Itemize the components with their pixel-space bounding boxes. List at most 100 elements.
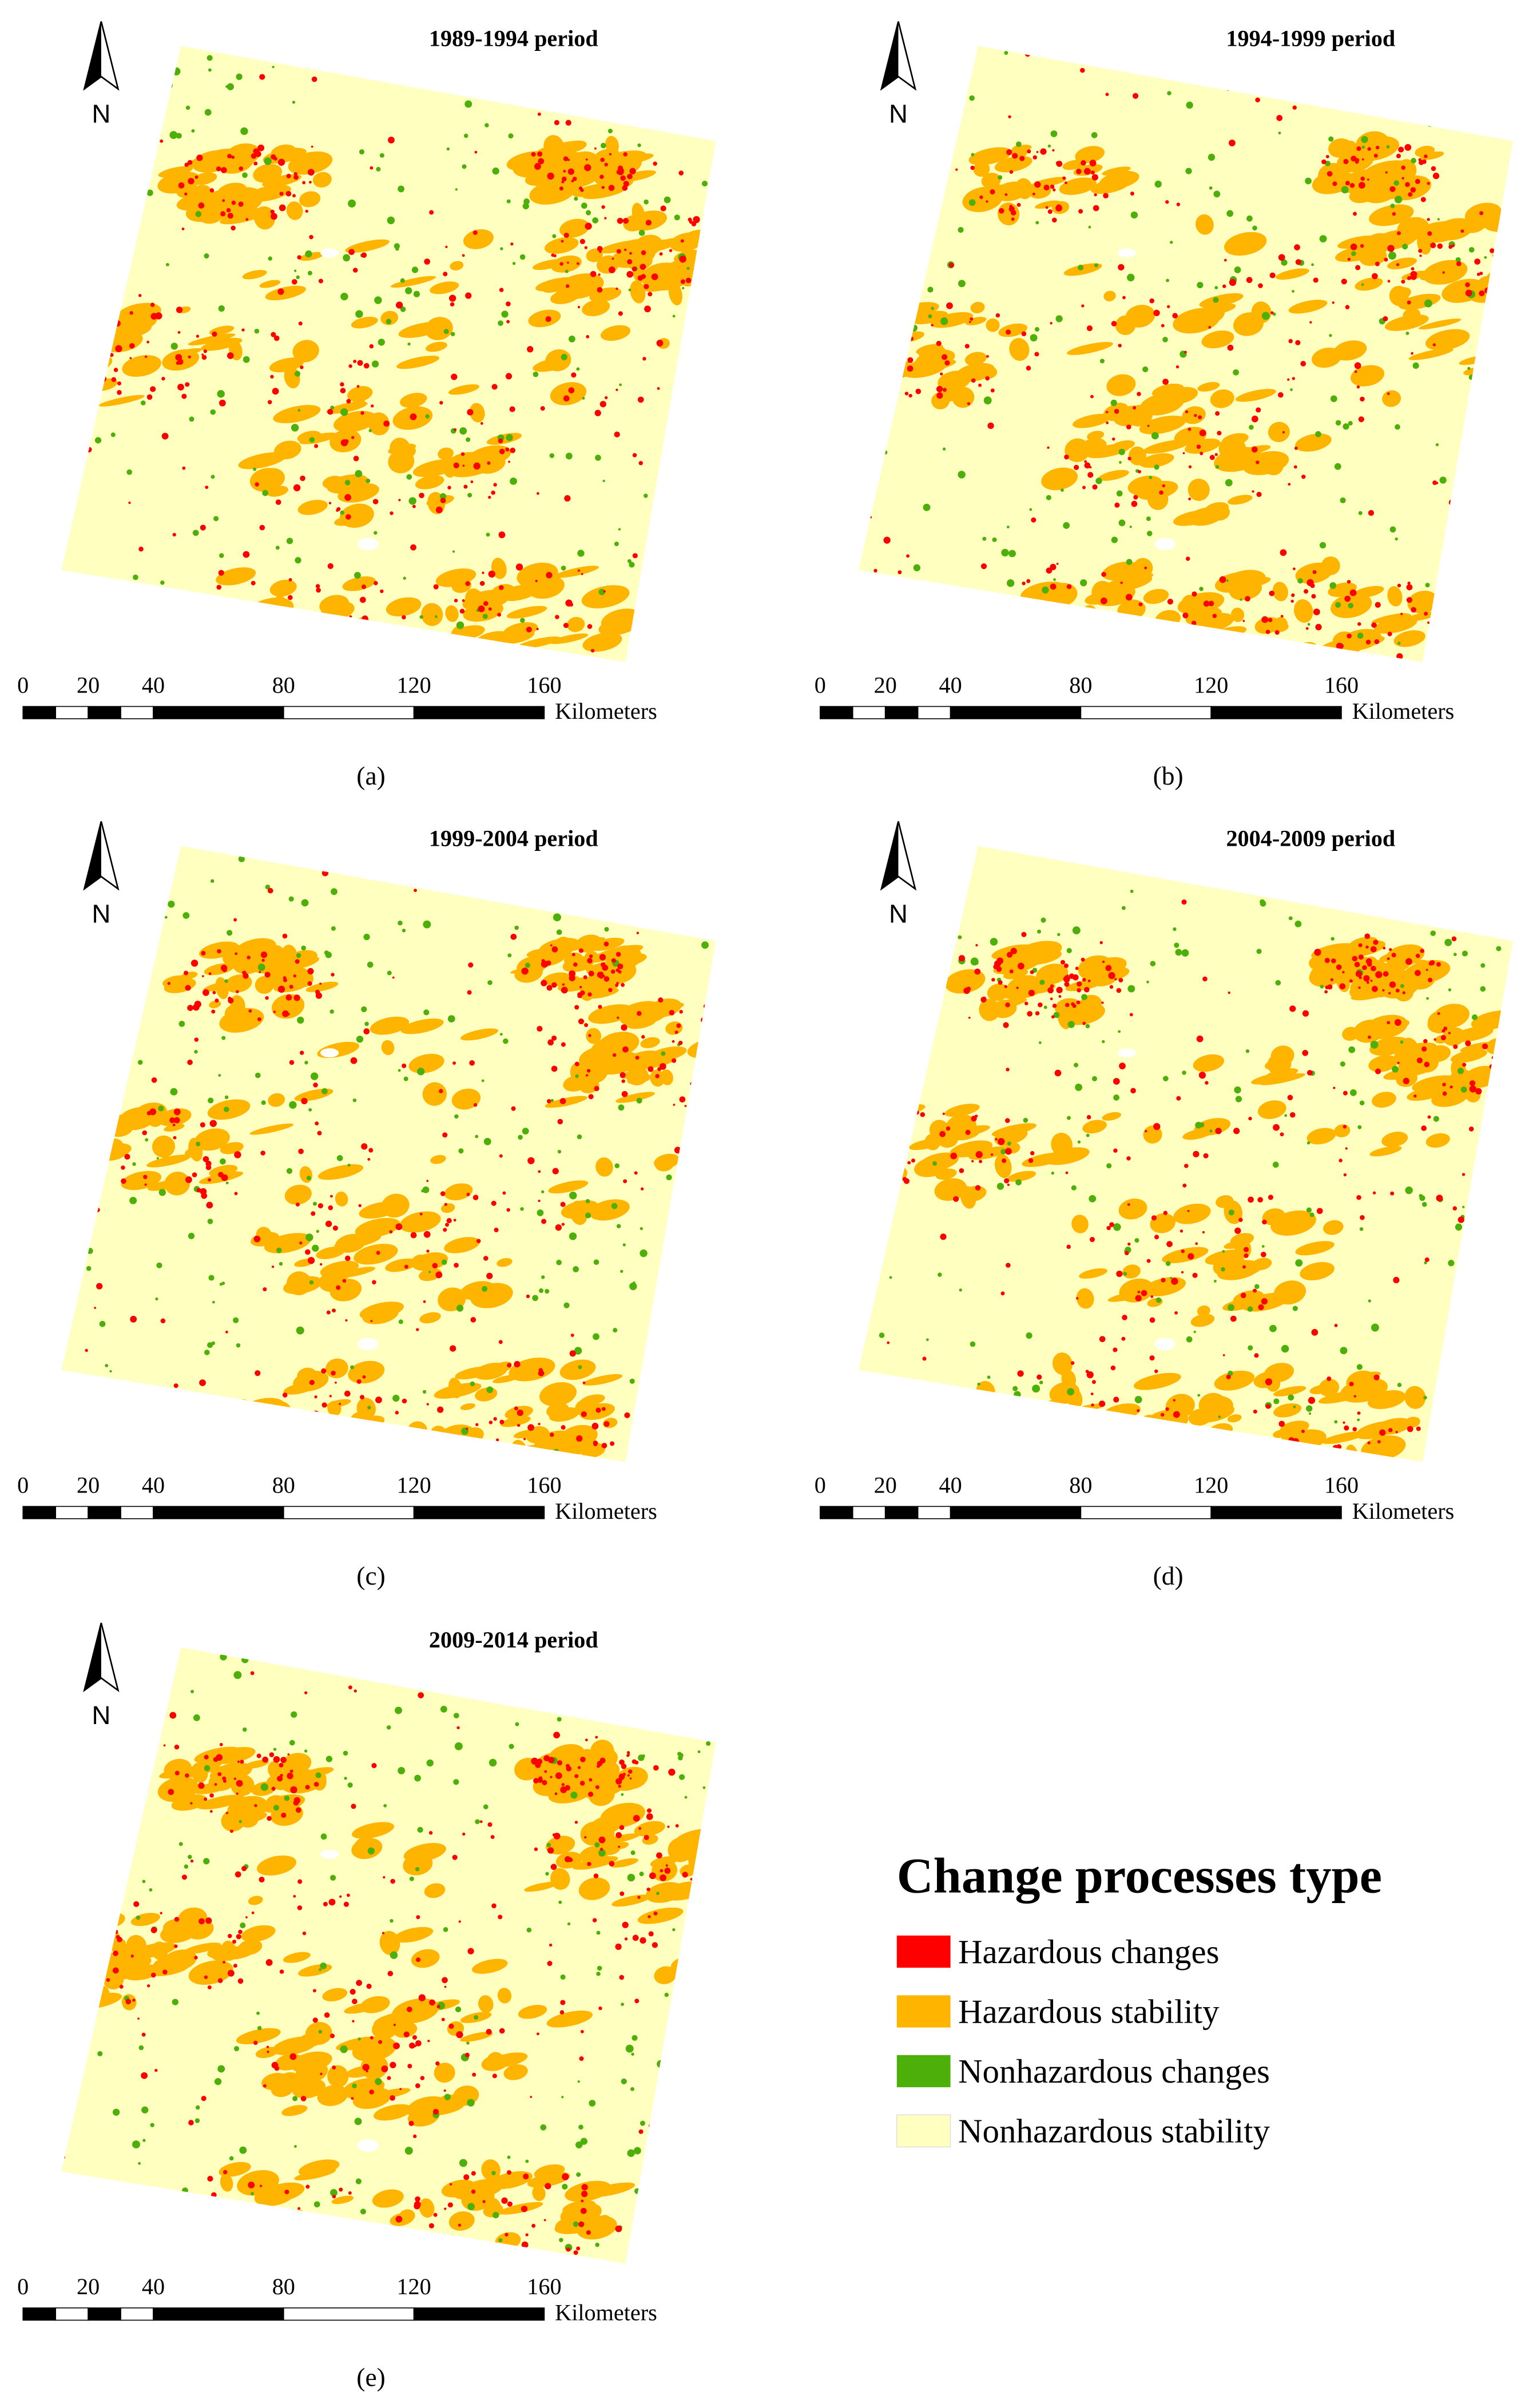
hazardous-change-pixel bbox=[441, 2017, 445, 2021]
hazardous-change-pixel bbox=[428, 1673, 436, 1681]
hazardous-stability-area bbox=[1116, 1428, 1145, 1451]
nonhazardous-change-pixel bbox=[577, 550, 585, 557]
nonhazardous-change-pixel bbox=[1394, 196, 1403, 204]
hazardous-change-pixel bbox=[1047, 605, 1054, 612]
nonhazardous-change-pixel bbox=[157, 883, 161, 887]
legend-label: Hazardous changes bbox=[958, 1933, 1220, 1971]
hazardous-stability-area bbox=[33, 1931, 62, 1958]
hazardous-change-pixel bbox=[319, 982, 322, 985]
hazardous-change-pixel bbox=[1051, 1015, 1055, 1019]
nonhazardous-change-pixel bbox=[1256, 949, 1262, 954]
hazardous-stability-area bbox=[180, 1392, 193, 1400]
hazardous-change-pixel bbox=[1468, 497, 1472, 501]
nonhazardous-change-pixel bbox=[890, 620, 896, 626]
nonhazardous-change-pixel bbox=[990, 938, 998, 946]
hazardous-change-pixel bbox=[970, 317, 974, 321]
nonhazardous-change-pixel bbox=[286, 538, 293, 544]
hazardous-stability-area bbox=[298, 2159, 340, 2177]
hazardous-stability-area bbox=[858, 1107, 893, 1119]
hazardous-change-pixel bbox=[1255, 97, 1260, 103]
hazardous-change-pixel bbox=[167, 982, 171, 985]
hazardous-change-pixel bbox=[971, 1160, 974, 1163]
nonhazardous-change-pixel bbox=[1260, 899, 1265, 905]
hazardous-change-pixel bbox=[1424, 611, 1428, 616]
water-body bbox=[357, 2139, 379, 2152]
hazardous-change-pixel bbox=[1486, 1419, 1490, 1424]
hazardous-change-pixel bbox=[459, 608, 465, 614]
hazardous-change-pixel bbox=[61, 1172, 64, 1180]
hazardous-change-pixel bbox=[113, 1929, 118, 1935]
hazardous-change-pixel bbox=[1054, 670, 1059, 675]
nonhazardous-change-pixel bbox=[63, 1760, 68, 1765]
hazardous-change-pixel bbox=[1367, 178, 1369, 181]
hazardous-change-pixel bbox=[1104, 635, 1109, 640]
hazardous-change-pixel bbox=[1430, 242, 1436, 249]
hazardous-change-pixel bbox=[293, 174, 299, 180]
nonhazardous-change-pixel bbox=[333, 866, 340, 873]
hazardous-change-pixel bbox=[533, 1778, 539, 1784]
hazardous-stability-area bbox=[613, 1842, 629, 1849]
hazardous-stability-area bbox=[326, 401, 368, 414]
hazardous-change-pixel bbox=[897, 570, 902, 575]
nonhazardous-change-pixel bbox=[331, 926, 336, 931]
hazardous-change-pixel bbox=[561, 240, 564, 243]
hazardous-change-pixel bbox=[571, 953, 575, 957]
hazardous-change-pixel bbox=[1504, 290, 1507, 293]
hazardous-change-pixel bbox=[1173, 1411, 1180, 1418]
nonhazardous-change-pixel bbox=[287, 1427, 290, 1431]
hazardous-change-pixel bbox=[493, 483, 497, 487]
hazardous-change-pixel bbox=[111, 1438, 118, 1446]
scale-tick-label: 120 bbox=[396, 672, 431, 698]
nonhazardous-change-pixel bbox=[633, 2147, 641, 2155]
hazardous-change-pixel bbox=[233, 918, 237, 922]
hazardous-stability-area bbox=[1193, 1054, 1225, 1072]
hazardous-stability-area bbox=[1242, 451, 1289, 475]
hazardous-change-pixel bbox=[1077, 981, 1082, 987]
nonhazardous-change-pixel bbox=[1248, 1345, 1253, 1351]
hazardous-change-pixel bbox=[339, 2187, 343, 2192]
hazardous-change-pixel bbox=[307, 981, 312, 986]
nonhazardous-change-pixel bbox=[1195, 1121, 1202, 1129]
nonhazardous-change-pixel bbox=[710, 2103, 716, 2110]
hazardous-stability-area bbox=[586, 1028, 602, 1044]
map-area bbox=[858, 846, 1514, 1462]
hazardous-change-pixel bbox=[534, 1847, 538, 1852]
hazardous-change-pixel bbox=[353, 359, 357, 363]
hazardous-change-pixel bbox=[1118, 978, 1123, 983]
scale-segment bbox=[884, 1506, 919, 1519]
hazardous-change-pixel bbox=[234, 1192, 238, 1196]
hazardous-change-pixel bbox=[343, 1901, 349, 1907]
nonhazardous-change-pixel bbox=[376, 166, 381, 172]
hazardous-change-pixel bbox=[188, 2120, 194, 2126]
nonhazardous-change-pixel bbox=[1340, 1347, 1348, 1355]
hazardous-stability-area bbox=[1387, 257, 1417, 269]
hazardous-change-pixel bbox=[259, 74, 265, 80]
hazardous-change-pixel bbox=[557, 1760, 563, 1766]
nonhazardous-change-pixel bbox=[512, 262, 516, 265]
nonhazardous-change-pixel bbox=[210, 879, 215, 883]
hazardous-change-pixel bbox=[263, 2239, 268, 2244]
nonhazardous-change-pixel bbox=[491, 2171, 496, 2175]
hazardous-change-pixel bbox=[1332, 301, 1335, 304]
hazardous-change-pixel bbox=[1213, 629, 1218, 634]
hazardous-change-pixel bbox=[538, 158, 545, 165]
hazardous-stability-area bbox=[292, 2078, 326, 2099]
hazardous-change-pixel bbox=[1074, 464, 1079, 470]
hazardous-change-pixel bbox=[1081, 160, 1086, 166]
hazardous-stability-area bbox=[162, 1435, 192, 1450]
hazardous-stability-area bbox=[998, 323, 1027, 337]
hazardous-change-pixel bbox=[315, 992, 323, 999]
hazardous-change-pixel bbox=[589, 954, 593, 958]
hazardous-change-pixel bbox=[472, 230, 478, 235]
hazardous-change-pixel bbox=[621, 1090, 628, 1097]
hazardous-change-pixel bbox=[560, 2000, 566, 2005]
hazardous-change-pixel bbox=[578, 186, 583, 190]
scale-segment bbox=[283, 706, 415, 719]
hazardous-change-pixel bbox=[111, 1889, 114, 1893]
nonhazardous-change-pixel bbox=[1116, 490, 1123, 497]
nonhazardous-change-pixel bbox=[1113, 1223, 1121, 1231]
hazardous-change-pixel bbox=[1043, 184, 1050, 191]
nonhazardous-change-pixel bbox=[138, 2045, 144, 2051]
nonhazardous-change-pixel bbox=[1261, 312, 1270, 320]
hazardous-change-pixel bbox=[944, 360, 950, 366]
